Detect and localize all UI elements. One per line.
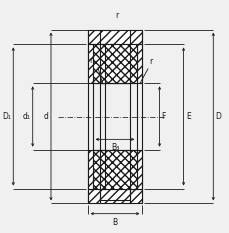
Bar xyxy=(92,150,137,188)
Bar xyxy=(87,150,92,188)
Bar xyxy=(92,45,137,83)
Text: F: F xyxy=(161,112,165,121)
Bar xyxy=(100,188,129,200)
Text: B₃: B₃ xyxy=(110,143,119,152)
Text: d₁: d₁ xyxy=(23,112,31,121)
Text: r: r xyxy=(115,11,118,21)
Text: B: B xyxy=(112,218,117,227)
Text: D: D xyxy=(214,112,220,121)
Bar xyxy=(87,30,142,45)
Text: r₁: r₁ xyxy=(89,56,95,65)
Bar xyxy=(137,150,142,188)
Bar xyxy=(100,72,129,83)
Bar xyxy=(100,150,105,188)
Text: E: E xyxy=(185,112,190,121)
Text: d: d xyxy=(43,112,48,121)
Bar xyxy=(87,188,142,203)
Bar xyxy=(137,45,142,83)
Bar xyxy=(100,45,105,83)
Bar xyxy=(87,45,92,83)
Text: r: r xyxy=(149,57,152,66)
Text: D₁: D₁ xyxy=(2,112,11,121)
